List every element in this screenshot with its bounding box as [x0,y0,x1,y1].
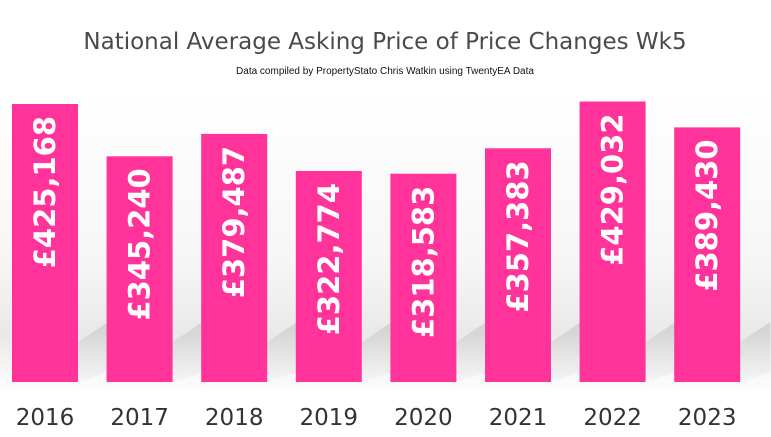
chart-title: National Average Asking Price of Price C… [83,29,686,55]
data-label-2022: £429,032 [596,114,630,266]
data-labels: £425,168 £345,240 £379,487 £322,774 £318,583… [28,114,724,338]
data-label-2023: £389,430 [690,139,724,291]
bar-2022 [579,101,646,382]
bar-shadow [740,322,771,382]
bar-2021 [485,148,551,382]
x-tick-2017: 2017 [110,405,169,431]
bar-shadow [267,322,298,382]
x-axis-tick-labels: 2016 2017 2018 2019 2020 2021 2022 2023 [16,405,737,431]
bar-shadow [645,322,676,382]
bar-2019 [295,171,362,382]
x-tick-2016: 2016 [16,405,75,431]
bar-series [12,101,741,383]
x-tick-2023: 2023 [678,405,737,431]
data-label-2018: £379,487 [217,146,251,298]
x-tick-2022: 2022 [583,405,642,431]
bar-2017 [106,156,173,382]
bar-shadow [551,322,581,382]
data-label-2017: £345,240 [123,168,157,320]
bar-shadow [172,322,203,382]
bar-shadow [456,322,487,382]
data-label-2016: £425,168 [28,116,62,268]
bar-shadows [78,322,771,382]
data-label-2020: £318,583 [406,186,440,338]
data-label-2021: £357,383 [501,160,535,312]
bar-shadow [361,322,392,382]
bar-2016 [12,104,78,382]
x-tick-2021: 2021 [489,405,548,431]
x-tick-2020: 2020 [394,405,453,431]
x-tick-2018: 2018 [205,405,264,431]
data-label-2019: £322,774 [312,183,346,335]
chart-subtitle: Data compiled by PropertyStato Chris Wat… [236,66,534,77]
bar-shadow [78,322,108,382]
x-tick-2019: 2019 [300,405,359,431]
bar-2023 [674,127,741,383]
bar-2020 [390,173,457,382]
bar-2018 [201,133,268,382]
